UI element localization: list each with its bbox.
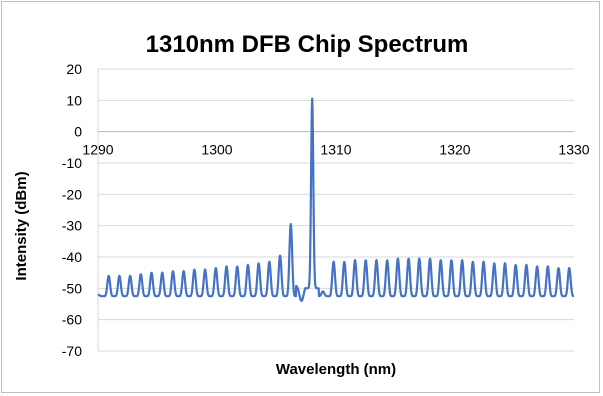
chart-title: 1310nm DFB Chip Spectrum [146, 31, 469, 58]
spectrum-line [97, 97, 575, 302]
x-tick-label: 1300 [201, 142, 232, 158]
y-tick-label: -70 [62, 343, 82, 359]
y-tick-label: -60 [62, 312, 82, 328]
x-tick-labels: 1290 1300 1310 1320 1330 [82, 142, 589, 158]
x-tick-label: 1320 [439, 142, 470, 158]
x-tick-label: 1310 [320, 142, 351, 158]
gridlines [98, 68, 574, 352]
y-tick-label: -50 [62, 280, 82, 296]
y-tick-labels: 20 10 0 -10 -20 -30 -40 -50 -60 -70 [62, 61, 82, 359]
x-tick-label: 1330 [558, 142, 589, 158]
y-tick-label: -30 [62, 218, 82, 234]
x-axis [97, 69, 574, 351]
y-tick-label: 20 [66, 61, 82, 77]
y-tick-label: -20 [62, 186, 82, 202]
y-axis-title: Intensity (dBm) [13, 171, 30, 280]
y-tick-label: -40 [62, 249, 82, 265]
y-tick-label: 10 [66, 92, 82, 108]
x-tick-label: 1290 [82, 142, 113, 158]
y-tick-label: -10 [62, 155, 82, 171]
x-axis-title: Wavelength (nm) [276, 361, 396, 378]
y-tick-label: 0 [74, 124, 82, 140]
